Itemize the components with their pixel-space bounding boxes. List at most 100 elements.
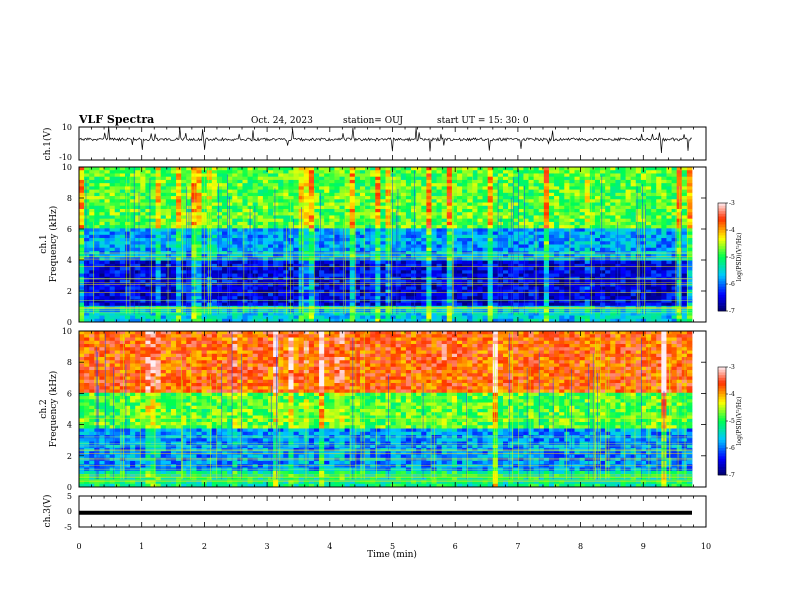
spectrogram-cell (135, 231, 141, 236)
spectrogram-cell (584, 244, 591, 249)
spectrogram-cell (559, 208, 565, 213)
spectrogram-cell (181, 296, 187, 300)
spectrogram-cell (283, 176, 289, 181)
spectrogram-cell (283, 309, 289, 313)
spectrogram-cell (349, 296, 356, 300)
spectrogram-cell (257, 176, 264, 181)
spectrogram-cell (119, 202, 126, 207)
spectrogram-cell (130, 202, 136, 207)
spectrogram-cell (252, 238, 259, 242)
spectrogram-cell (426, 273, 432, 278)
spectrogram-cell (288, 244, 294, 249)
spectrogram-cell (538, 289, 545, 294)
spectrogram-cell (492, 273, 499, 278)
spectrogram-cell (344, 228, 351, 232)
spectrogram-cell (385, 263, 392, 268)
spectrogram-cell (400, 241, 407, 245)
spectrogram-cell (79, 318, 85, 323)
spectrogram-cell (303, 318, 310, 323)
spectrogram-cell (349, 299, 356, 304)
spectrogram-cell (354, 170, 361, 174)
spectrogram-cell (589, 247, 596, 252)
spectrogram-cell (94, 318, 100, 323)
spectrogram-cell (508, 234, 514, 239)
spectrogram-cell (574, 167, 581, 171)
spectrogram-cell (548, 260, 555, 265)
spectrogram-cell (436, 234, 443, 239)
spectrogram-cell (477, 309, 483, 313)
spectrogram-cell (370, 176, 376, 181)
spectrogram-cell (288, 215, 294, 220)
spectrogram-cell (191, 215, 197, 220)
spectrogram-cell (339, 283, 346, 287)
spectrogram-cell (109, 292, 116, 297)
spectrogram-cell (441, 215, 448, 220)
spectrogram-cell (232, 270, 238, 274)
spectrogram-cell (421, 273, 427, 278)
spectrogram-cell (130, 312, 136, 316)
spectrogram-cell (206, 183, 213, 187)
spectrogram-cell (574, 286, 581, 291)
spectrogram-cell (359, 189, 366, 194)
spectrogram-cell (109, 202, 116, 207)
spectrogram-cell (477, 202, 483, 207)
spectrogram-cell (150, 273, 157, 278)
spectrogram-cell (160, 202, 167, 207)
spectrogram-cell (533, 318, 540, 323)
spectrogram-cell (502, 312, 509, 316)
spectrogram-cell (584, 205, 591, 210)
spectrogram-cell (99, 254, 105, 258)
spectrogram-cell (436, 231, 443, 236)
spectrogram-cell (405, 241, 412, 245)
spectrogram-cell (365, 267, 371, 271)
spectrogram-cell (308, 231, 315, 236)
spectrogram-cell (344, 241, 351, 245)
spectrogram-cell (426, 225, 432, 229)
spectrogram-cell (119, 238, 126, 242)
spectrogram-cell (196, 215, 202, 220)
spectrogram-cell (170, 260, 177, 265)
spectrogram-cell (375, 228, 381, 232)
spectrogram-cell (487, 221, 494, 226)
spectrogram-cell (303, 302, 310, 307)
spectrogram-cell (421, 276, 427, 281)
spectrogram-cell (191, 241, 197, 245)
spectrogram-cell (308, 292, 315, 297)
spectrogram-cell (79, 234, 85, 239)
spectrogram-cell (579, 189, 586, 194)
spectrogram-cell (533, 241, 540, 245)
spectrogram-cell (370, 196, 376, 200)
spectrogram-cell (574, 318, 581, 323)
spectrogram-cell (334, 244, 340, 249)
spectrogram-cell (416, 267, 422, 271)
spectrogram-cell (370, 215, 376, 220)
spectrogram-cell (451, 289, 458, 294)
spectrogram-cell (181, 315, 187, 320)
spectrogram-cell (400, 247, 407, 252)
spectrogram-cell (411, 186, 417, 191)
spectrogram-cell (268, 247, 274, 252)
spectrogram-cell (354, 173, 361, 178)
spectrogram-cell (502, 254, 509, 258)
spectrogram-cell (492, 296, 499, 300)
spectrogram-cell (400, 208, 407, 213)
spectrogram-cell (405, 276, 412, 281)
spectrogram-cell (589, 260, 596, 265)
spectrogram-cell (426, 205, 432, 210)
spectrogram-cell (477, 280, 483, 284)
spectrogram-cell (273, 221, 279, 226)
spectrogram-cell (79, 289, 85, 294)
spectrogram-cell (559, 263, 565, 268)
spectrogram-cell (467, 183, 473, 187)
spectrogram-cell (426, 186, 432, 191)
spectrogram-cell (359, 234, 366, 239)
spectrogram-cell (145, 189, 151, 194)
spectrogram-cell (329, 254, 335, 258)
spectrogram-cell (457, 170, 463, 174)
spectrogram-cell (370, 221, 376, 226)
spectrogram-cell (502, 189, 509, 194)
spectrogram-cell (104, 186, 111, 191)
spectrogram-cell (155, 183, 162, 187)
spectrogram-cell (564, 292, 570, 297)
spectrogram-cell (227, 318, 233, 323)
